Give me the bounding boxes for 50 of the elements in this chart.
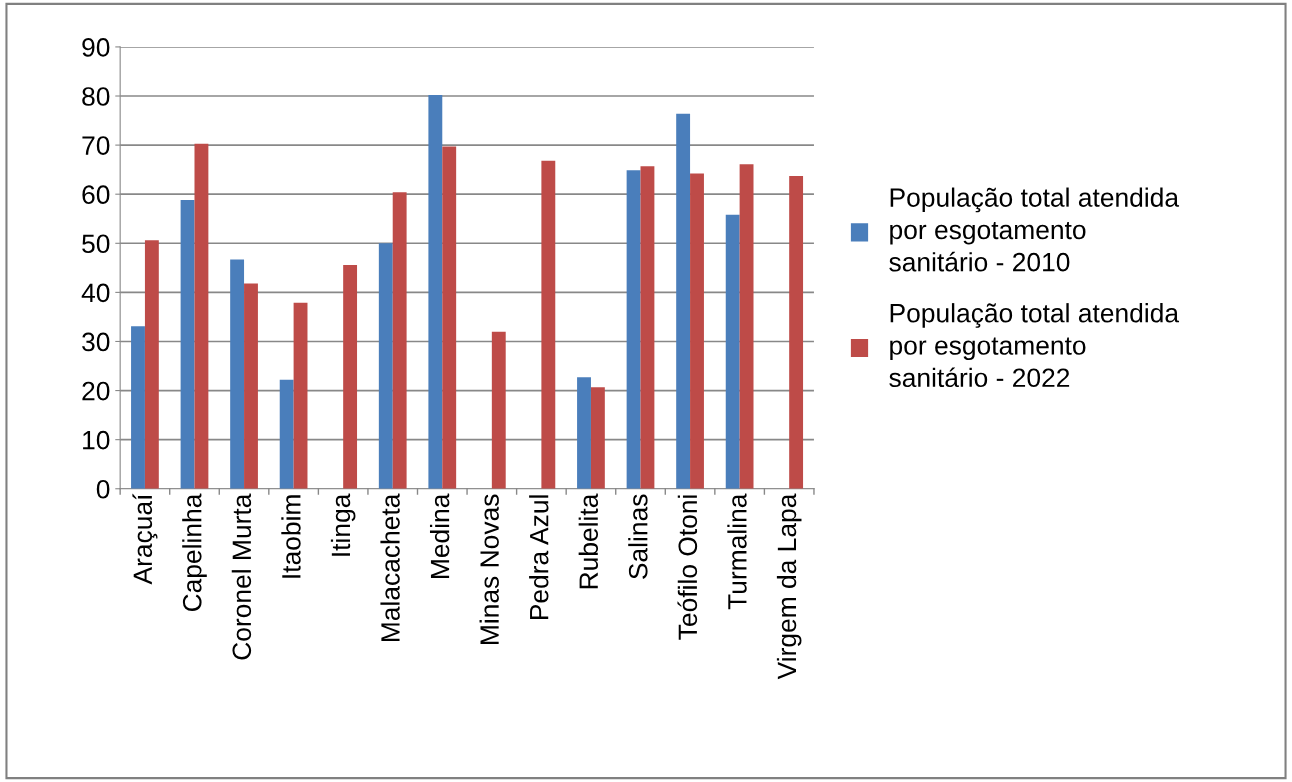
bar	[541, 160, 556, 489]
bar	[378, 243, 393, 489]
legend-label: População total atendida por esgotamento sanitário - 2022	[889, 303, 1180, 388]
bar	[739, 164, 754, 489]
bar	[144, 240, 159, 489]
bar	[640, 166, 655, 489]
x-tick-label: Araçuaí	[132, 493, 158, 585]
bar	[428, 95, 443, 489]
bar	[442, 146, 457, 489]
x-tick-label: Medina	[429, 493, 450, 578]
x-tick-label: Coronel Murta	[231, 493, 252, 660]
bar	[590, 387, 605, 489]
x-tick-label: Salinas	[628, 494, 648, 579]
y-tick-label: 30	[82, 332, 110, 352]
bar	[725, 214, 740, 489]
y-tick-label: 20	[82, 381, 110, 401]
x-tick-label: Itinga	[330, 493, 356, 556]
x-tick-label: Capelinha	[182, 493, 207, 612]
x-tick-label: Malacacheta	[380, 493, 400, 642]
y-tick-label: 10	[83, 430, 110, 450]
bar	[293, 302, 308, 489]
bar	[194, 143, 209, 489]
y-tick-label: 60	[82, 185, 110, 205]
x-tick-label: Turmalina	[727, 493, 747, 610]
bar	[690, 173, 704, 489]
y-tick-label: 50	[82, 234, 110, 254]
bar	[180, 200, 195, 489]
y-tick-label: 40	[81, 283, 110, 303]
y-tick-label: 90	[82, 38, 110, 57]
x-tick-label: Minas Novas	[479, 494, 499, 644]
bar	[577, 377, 591, 489]
x-tick-label: Teófilo Otoni	[677, 495, 698, 640]
bar	[392, 192, 407, 489]
bar	[244, 283, 258, 489]
bar	[279, 379, 294, 489]
y-tick-label: 80	[82, 87, 110, 106]
bar	[230, 259, 245, 489]
bar	[131, 326, 145, 489]
y-tick-label: 70	[82, 136, 110, 155]
x-tick-label: Virgem da Lapa	[776, 493, 802, 680]
bar	[676, 113, 691, 489]
y-tick-label: 0	[96, 479, 110, 499]
legend-label: População total atendida por esgotamento sanitário - 2010	[889, 187, 1180, 272]
bar	[343, 264, 358, 489]
bar	[491, 331, 506, 489]
x-tick-label: Itaobim	[281, 495, 301, 578]
bar	[626, 170, 641, 489]
bar	[789, 176, 804, 489]
x-tick-label: Pedra Azul	[529, 495, 549, 620]
x-tick-label: Rubelita	[578, 493, 599, 589]
